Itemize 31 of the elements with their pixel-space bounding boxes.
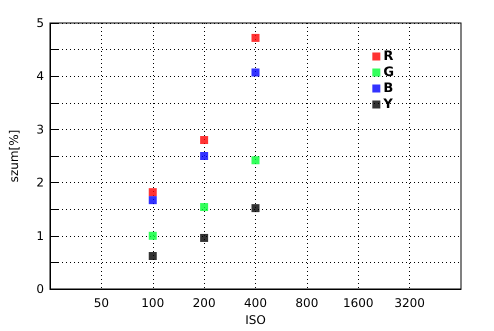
x-tick-label: 3200 (394, 296, 425, 310)
point (148, 188, 157, 196)
x-tick-label: 1600 (342, 296, 374, 310)
point (200, 203, 208, 212)
point (148, 196, 157, 204)
point (252, 34, 260, 42)
point (148, 232, 157, 240)
x-tick-label: 50 (94, 296, 110, 310)
point (252, 68, 260, 76)
legend-label: Y (382, 97, 394, 112)
legend-label: R (383, 49, 394, 64)
point (252, 204, 260, 212)
point (200, 234, 208, 242)
legend-label: G (383, 65, 394, 80)
point (148, 252, 157, 260)
point (252, 156, 260, 164)
x-axis-title: ISO (245, 312, 266, 327)
y-tick-label: 5 (36, 16, 44, 30)
y-tick-label: 4 (36, 69, 44, 84)
y-tick-label: 3 (36, 122, 44, 136)
x-tick-label: 400 (244, 296, 267, 310)
x-tick-label: 100 (141, 296, 164, 310)
x-tick-label: 200 (192, 296, 216, 310)
point (200, 136, 208, 144)
legend-label: B (383, 81, 394, 96)
y-tick-label: 0 (36, 282, 44, 296)
y-axis-title: szum[%] (7, 130, 21, 182)
y-tick-label: 2 (36, 176, 44, 190)
y-tick-label: 1 (36, 228, 44, 243)
x-tick-label: 800 (295, 296, 318, 310)
point (200, 152, 208, 160)
